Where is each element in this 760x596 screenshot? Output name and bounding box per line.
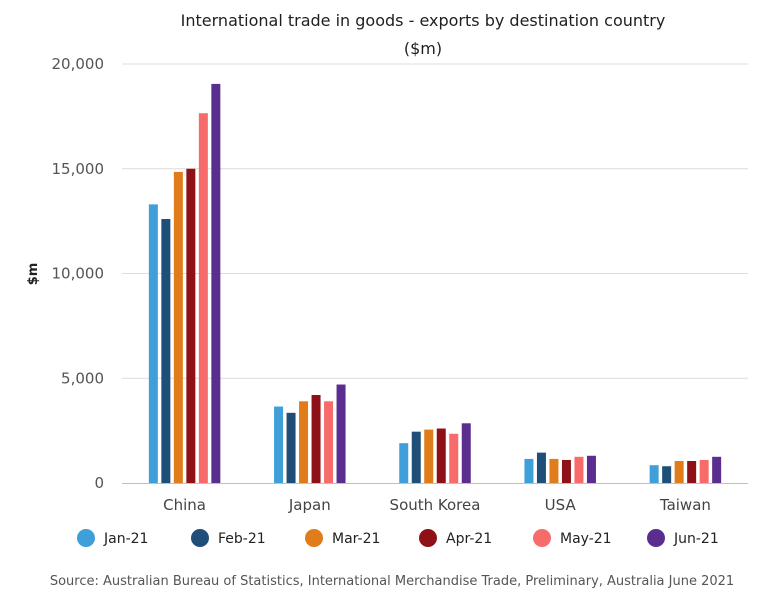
bar (299, 401, 309, 483)
bar (436, 428, 446, 483)
y-tick-label: 15,000 (52, 160, 105, 178)
bar (311, 395, 321, 483)
bar (649, 465, 659, 483)
y-axis-label: $m (26, 263, 41, 286)
x-category-label: Japan (288, 496, 331, 514)
bar (411, 431, 421, 483)
bar (161, 219, 171, 483)
bar (574, 456, 584, 483)
bar (274, 406, 284, 483)
x-category-label: China (163, 496, 206, 514)
bar (148, 204, 158, 484)
x-category-label: Taiwan (659, 496, 711, 514)
bar (461, 423, 471, 483)
y-axis-ticks: 0 5,000 10,000 15,000 20,000 (52, 55, 105, 492)
y-tick-label: 0 (94, 474, 104, 492)
gridlines (122, 63, 748, 379)
bar (286, 412, 296, 483)
y-tick-label: 5,000 (61, 369, 104, 387)
x-category-label: South Korea (390, 496, 481, 514)
bar (536, 452, 546, 483)
bar (198, 113, 208, 484)
legend: Jan-21 Feb-21 Mar-21 Apr-21 May-21 Jun-21 (77, 529, 719, 547)
chart-title: International trade in goods - exports b… (181, 11, 666, 30)
bar (336, 384, 346, 483)
bar (687, 461, 697, 483)
bar (561, 459, 571, 483)
legend-swatch (647, 529, 665, 547)
bar (399, 443, 409, 483)
legend-label: Jan-21 (103, 531, 148, 547)
x-category-label: USA (545, 496, 577, 514)
bar (674, 461, 684, 483)
chart-subtitle: ($m) (404, 39, 442, 58)
bar (173, 171, 183, 483)
bars (148, 83, 722, 484)
bar (712, 456, 722, 483)
bar (549, 458, 559, 483)
legend-swatch (419, 529, 437, 547)
legend-label: May-21 (560, 531, 612, 547)
bar (586, 455, 596, 483)
bar (211, 83, 221, 483)
legend-label: Apr-21 (446, 531, 492, 547)
legend-swatch (305, 529, 323, 547)
bar (449, 433, 459, 483)
y-tick-label: 20,000 (52, 55, 105, 73)
legend-swatch (191, 529, 209, 547)
bar (699, 459, 709, 483)
legend-swatch (77, 529, 95, 547)
legend-swatch (533, 529, 551, 547)
legend-label: Mar-21 (332, 531, 380, 547)
bar (324, 401, 334, 483)
bar (424, 429, 434, 483)
x-axis-categories: China Japan South Korea USA Taiwan (163, 496, 711, 514)
legend-label: Jun-21 (673, 531, 719, 547)
legend-label: Feb-21 (218, 531, 266, 547)
bar (524, 458, 534, 483)
source-note: Source: Australian Bureau of Statistics,… (50, 574, 734, 589)
bar (186, 168, 196, 483)
y-tick-label: 10,000 (52, 265, 105, 283)
bar (662, 466, 672, 483)
